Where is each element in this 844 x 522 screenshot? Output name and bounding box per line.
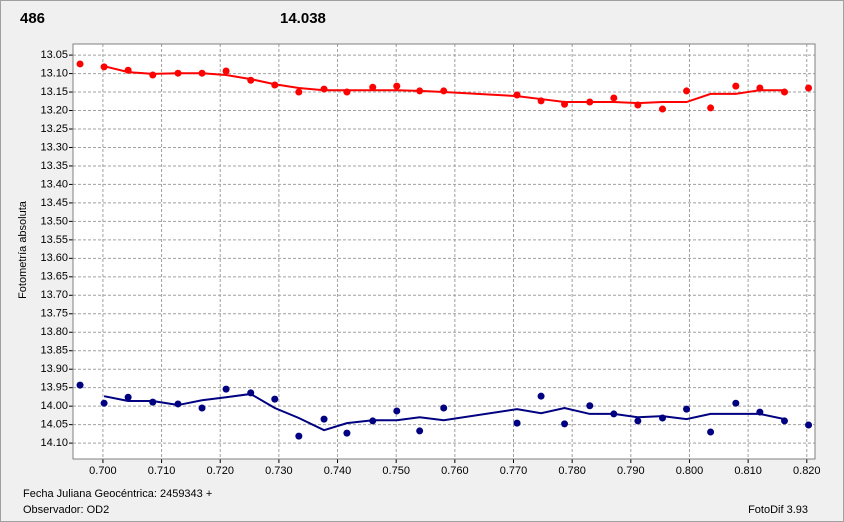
y-axis-label: Fotometría absoluta [17, 200, 29, 299]
plot-area [73, 44, 815, 459]
data-point [320, 415, 328, 423]
data-point [707, 104, 715, 112]
y-tick-label: 14.10 [40, 437, 68, 449]
y-tick-label: 13.30 [40, 141, 68, 153]
data-point [805, 84, 813, 92]
software: FotoDif 3.93 [748, 504, 808, 516]
data-point [586, 402, 594, 410]
x-tick-label: 0.770 [500, 465, 528, 477]
data-point [561, 420, 569, 428]
y-tick-label: 13.55 [40, 234, 68, 246]
y-tick-label: 13.85 [40, 345, 68, 357]
data-point [76, 60, 84, 68]
data-point [805, 421, 813, 429]
y-tick-label: 13.70 [40, 289, 68, 301]
x-tick-label: 0.740 [324, 465, 352, 477]
y-tick-label: 13.95 [40, 382, 68, 394]
y-tick-label: 13.80 [40, 326, 68, 338]
y-tick-label: 13.60 [40, 252, 68, 264]
data-point [343, 429, 351, 437]
y-tick-label: 13.90 [40, 363, 68, 375]
data-point [149, 71, 157, 79]
data-point [369, 83, 377, 91]
x-tick-label: 0.790 [617, 465, 645, 477]
y-tick-label: 13.50 [40, 215, 68, 227]
data-point [100, 399, 108, 407]
data-point [732, 399, 740, 407]
y-tick-label: 13.75 [40, 308, 68, 320]
x-axis-label: Fecha Juliana Geocéntrica: 2459343 + [23, 488, 212, 500]
x-tick-label: 0.720 [206, 465, 234, 477]
data-point [76, 381, 84, 389]
data-point [222, 67, 230, 75]
series-line [103, 65, 785, 105]
data-point [634, 417, 642, 425]
x-tick-label: 0.700 [89, 465, 117, 477]
x-tick-label: 0.750 [382, 465, 410, 477]
data-point [683, 405, 691, 413]
header-label: 14.038 [280, 10, 326, 27]
y-tick-label: 14.05 [40, 419, 68, 431]
y-tick-label: 13.25 [40, 123, 68, 135]
y-tick-label: 13.45 [40, 197, 68, 209]
y-tick-label: 13.65 [40, 271, 68, 283]
x-tick-label: 0.780 [558, 465, 586, 477]
data-point [707, 428, 715, 436]
data-point [295, 88, 303, 96]
data-point [393, 82, 401, 90]
series-line [103, 392, 785, 432]
data-point [295, 432, 303, 440]
data-point [271, 395, 279, 403]
data-point [440, 404, 448, 412]
x-tick-label: 0.820 [793, 465, 821, 477]
data-point [732, 82, 740, 90]
x-tick-label: 0.800 [676, 465, 704, 477]
data-point [198, 404, 206, 412]
y-tick-label: 13.20 [40, 104, 68, 116]
data-point [393, 407, 401, 415]
x-tick-label: 0.730 [265, 465, 293, 477]
data-point [513, 419, 521, 427]
y-tick-label: 13.10 [40, 67, 68, 79]
y-tick-label: 13.05 [40, 49, 68, 61]
data-point [124, 393, 132, 401]
data-point [537, 392, 545, 400]
y-tick-label: 14.00 [40, 400, 68, 412]
y-tick-label: 13.35 [40, 160, 68, 172]
x-tick-label: 0.710 [148, 465, 176, 477]
x-tick-label: 0.760 [441, 465, 469, 477]
data-point [610, 94, 618, 102]
observer: Observador: OD2 [23, 504, 109, 516]
data-point [683, 87, 691, 95]
plot-border [72, 43, 816, 460]
x-tick-label: 0.810 [734, 465, 762, 477]
y-tick-label: 13.15 [40, 86, 68, 98]
data-point [658, 105, 666, 113]
y-tick-label: 13.40 [40, 178, 68, 190]
data-point [416, 427, 424, 435]
header-label: 486 [20, 10, 45, 27]
data-point [222, 385, 230, 393]
